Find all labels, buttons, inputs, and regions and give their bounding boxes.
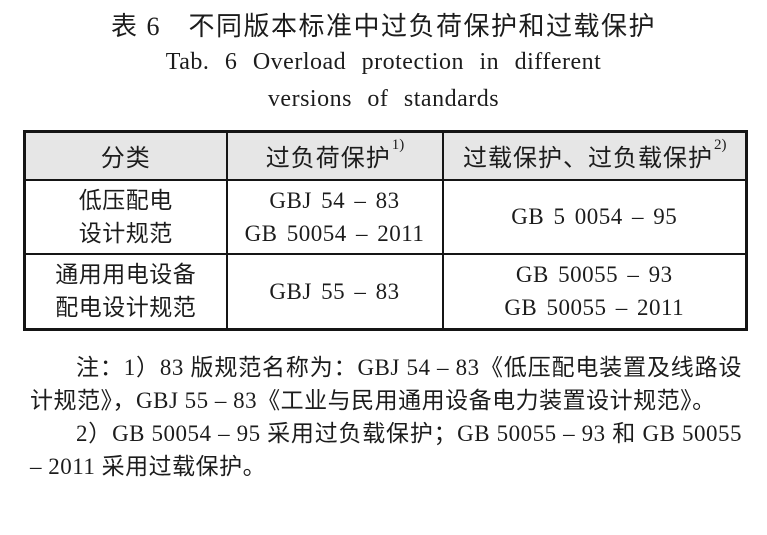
standards-table: 分类 过负荷保护1) 过载保护、过负载保护2) 低压配电 设计规范 GBJ 54… xyxy=(23,130,748,331)
cell-overload-standards: GBJ 54 – 83 GB 50054 – 2011 xyxy=(225,178,444,255)
header-label-overload2-protection: 过载保护、过负载保护 xyxy=(463,146,713,173)
cell-line: 低压配电 xyxy=(78,187,173,213)
header-cell-category: 分类 xyxy=(23,130,228,181)
header-label-overload-protection: 过负荷保护 xyxy=(265,146,391,173)
table-caption-en-line1: Tab. 6 Overload protection in different xyxy=(165,49,602,75)
cell-overload-standards: GBJ 55 – 83 xyxy=(225,252,444,331)
footnote-ref-1: 1) xyxy=(391,137,405,154)
cell-line: 通用用电设备 xyxy=(55,262,197,288)
cell-line: GBJ 55 – 83 xyxy=(269,278,400,304)
cell-line: 配电设计规范 xyxy=(55,295,197,321)
cell-line: GB 5 0054 – 95 xyxy=(511,204,678,229)
table-header-row: 分类 过负荷保护1) 过载保护、过负载保护2) xyxy=(23,130,748,181)
footnote-2: 2）GB 50054 – 95 采用过负载保护；GB 50055 – 93 和 … xyxy=(30,421,742,479)
table-caption-en-line2: versions of standards xyxy=(267,86,500,112)
header-label-category: 分类 xyxy=(100,146,151,173)
header-cell-overload2-protection: 过载保护、过负载保护2) xyxy=(441,130,748,181)
table-footnotes: 注：1）83 版规范名称为：GBJ 54 – 83《低压配电装置及线路设计规范》… xyxy=(30,351,742,483)
cell-category: 通用用电设备 配电设计规范 xyxy=(23,252,228,331)
cell-line: GB 50055 – 93 xyxy=(515,262,673,288)
cell-line: 设计规范 xyxy=(78,220,173,246)
table-row: 低压配电 设计规范 GBJ 54 – 83 GB 50054 – 2011 GB… xyxy=(23,178,748,255)
cell-overload2-standards: GB 5 0054 – 95 xyxy=(441,178,748,255)
table-row: 通用用电设备 配电设计规范 GBJ 55 – 83 GB 50055 – 93 … xyxy=(23,252,748,331)
cell-line: GB 50055 – 2011 xyxy=(504,295,685,321)
footnote-1: 注：1）83 版规范名称为：GBJ 54 – 83《低压配电装置及线路设计规范》… xyxy=(30,355,742,413)
cell-category: 低压配电 设计规范 xyxy=(23,178,228,255)
footnote-ref-2: 2) xyxy=(714,137,727,154)
header-cell-overload-protection: 过负荷保护1) xyxy=(225,130,444,181)
table-caption: 表 6 不同版本标准中过负荷保护和过载保护 Tab. 6 Overload pr… xyxy=(0,10,767,118)
cell-line: GBJ 54 – 83 xyxy=(269,187,400,213)
table-caption-zh: 表 6 不同版本标准中过负荷保护和过载保护 xyxy=(110,12,656,41)
cell-line: GB 50054 – 2011 xyxy=(244,220,425,246)
cell-overload2-standards: GB 50055 – 93 GB 50055 – 2011 xyxy=(441,252,748,331)
